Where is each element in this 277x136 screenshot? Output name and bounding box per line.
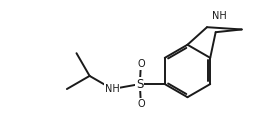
Text: NH: NH — [105, 84, 120, 94]
Text: O: O — [137, 99, 145, 109]
Text: NH: NH — [212, 11, 227, 21]
Text: O: O — [137, 59, 145, 69]
Text: S: S — [136, 78, 143, 91]
